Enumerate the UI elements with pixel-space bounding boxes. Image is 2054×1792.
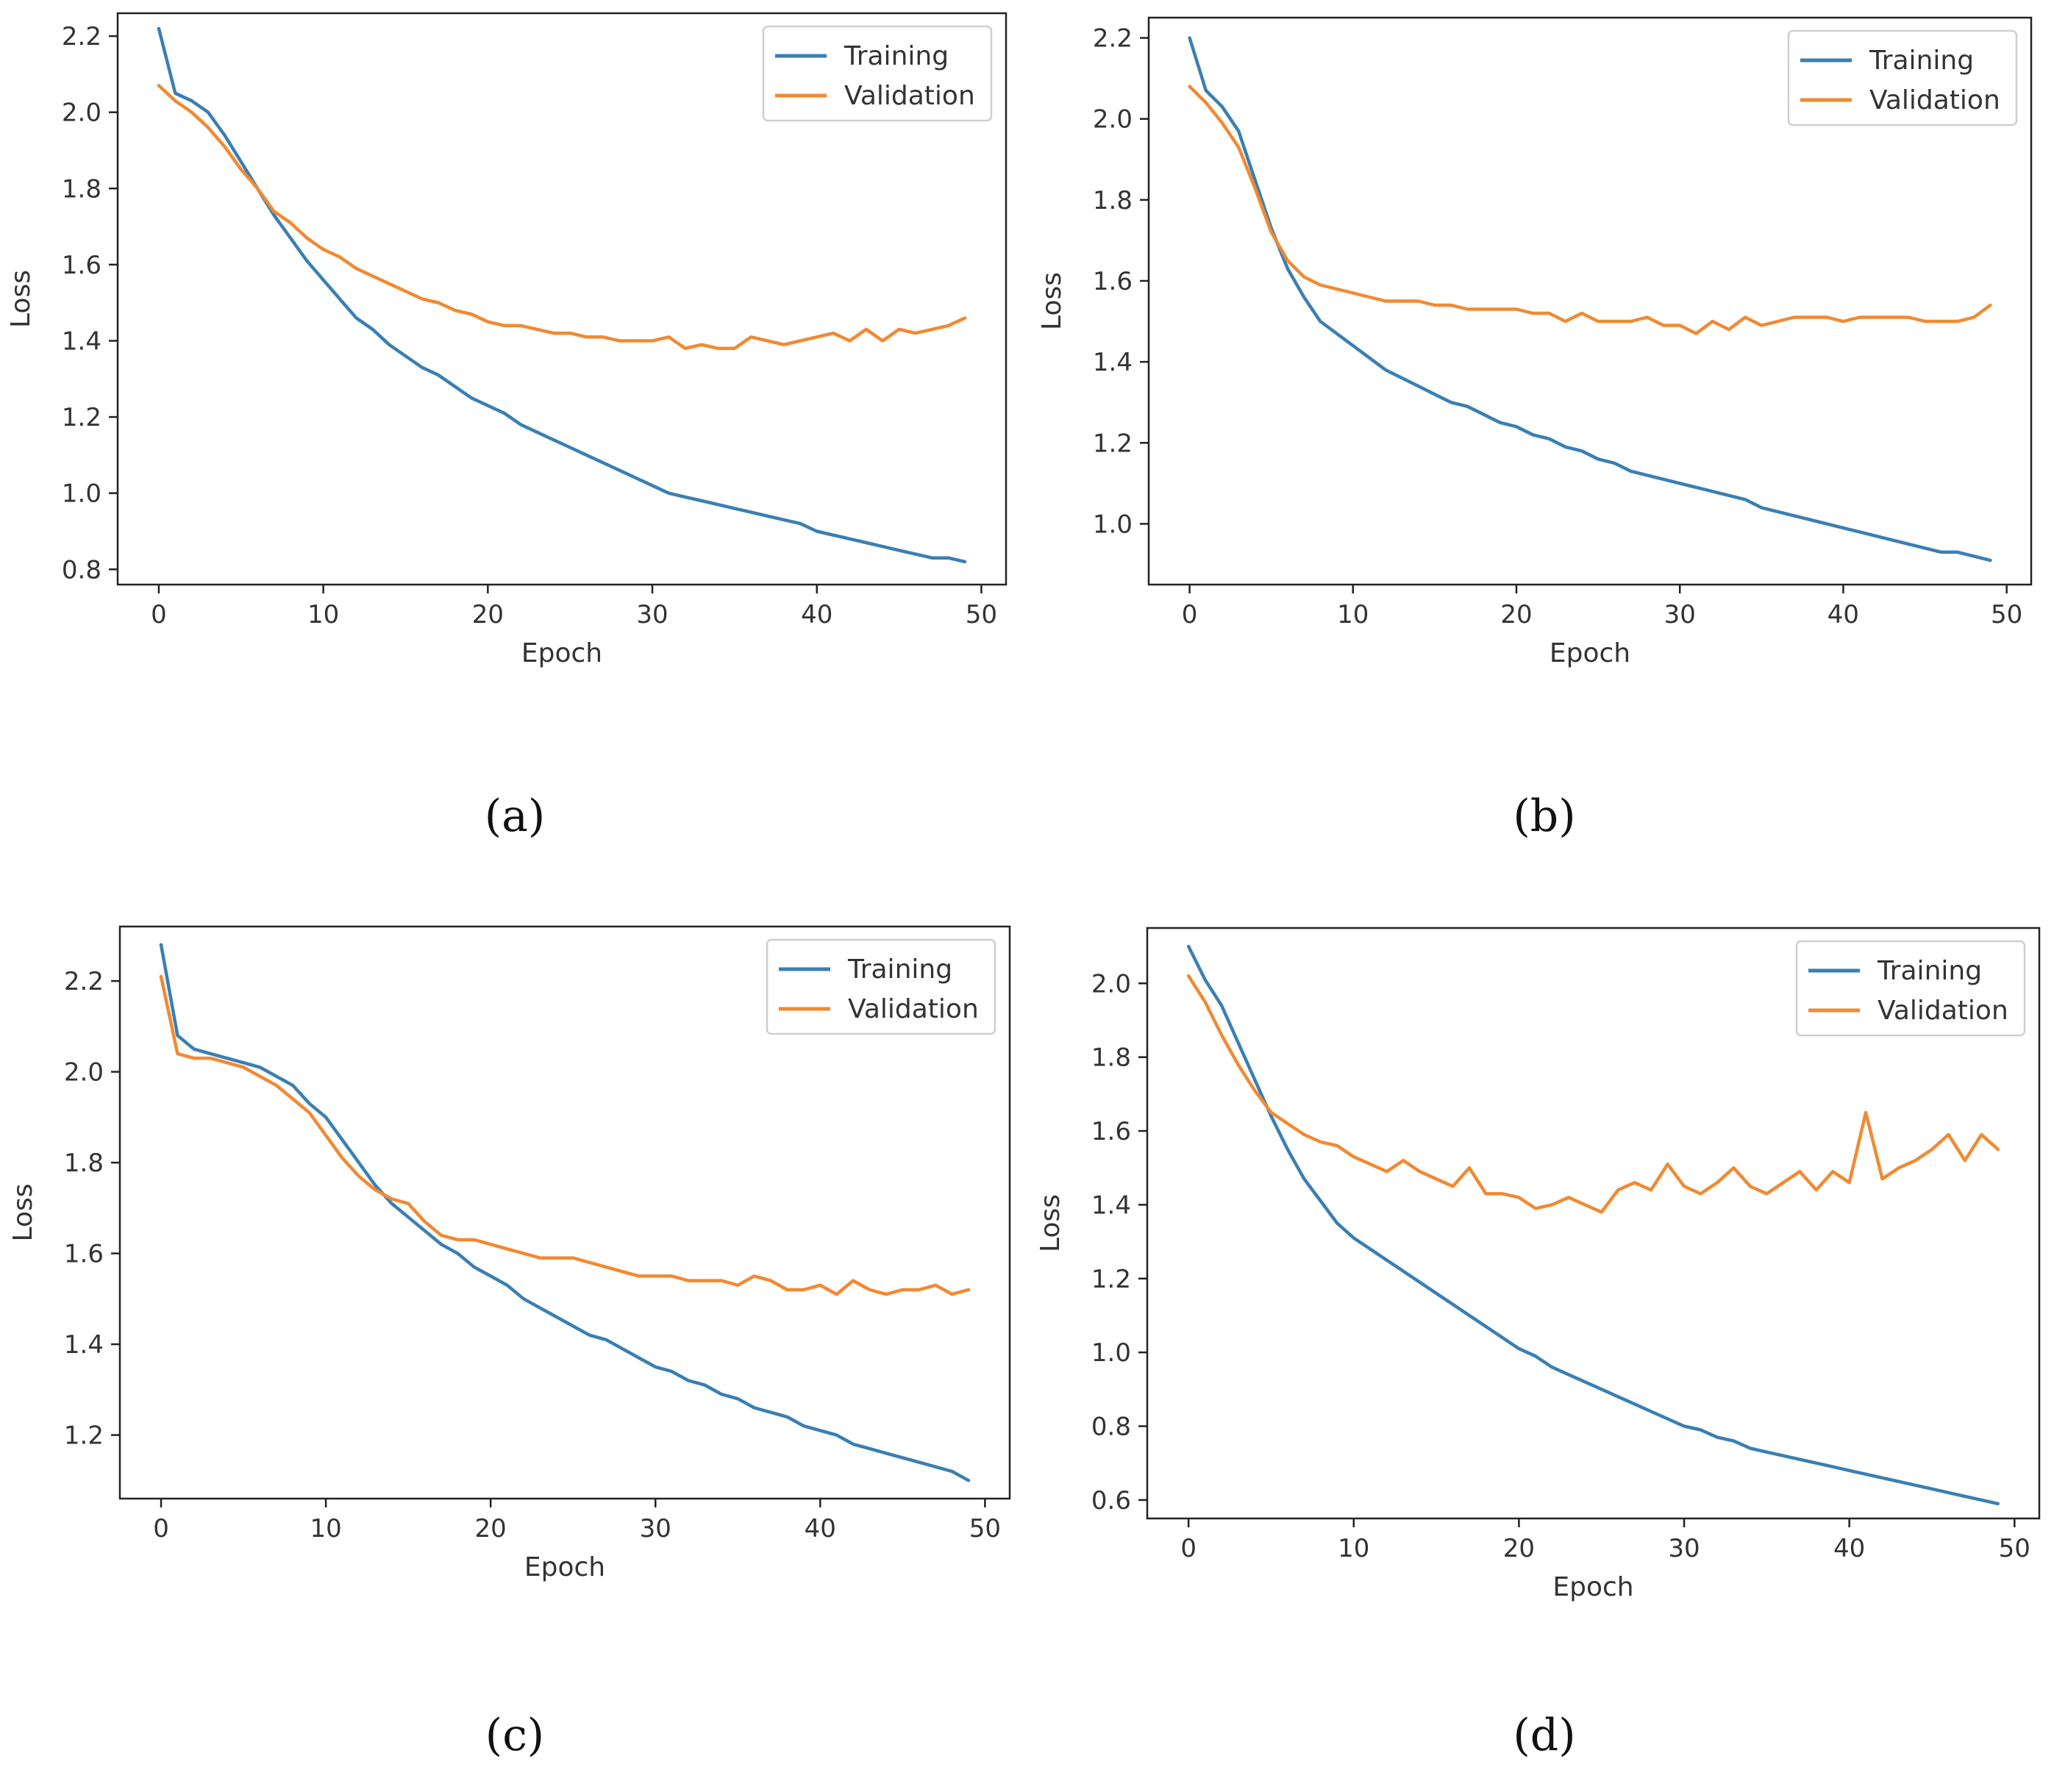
x-tick-label: 20 (472, 600, 504, 629)
x-tick-label: 20 (1503, 1534, 1535, 1563)
y-axis-label: Loss (1035, 1194, 1066, 1252)
y-axis-label: Loss (1037, 272, 1067, 330)
legend-label: Training (1877, 956, 1982, 986)
x-tick-label: 40 (1827, 600, 1859, 629)
x-tick-label: 10 (1338, 1534, 1369, 1563)
x-tick-label: 10 (1337, 600, 1369, 629)
y-tick-label: 1.6 (1091, 1117, 1131, 1146)
y-tick-label: 1.4 (1091, 1190, 1131, 1220)
x-tick-label: 30 (640, 1514, 671, 1543)
x-tick-label: 30 (1668, 1534, 1700, 1563)
x-tick-label: 50 (969, 1514, 1001, 1543)
x-tick-label: 50 (966, 600, 997, 629)
series-line-training (159, 943, 971, 1482)
y-tick-label: 2.0 (1091, 969, 1131, 999)
y-axis-label: Loss (8, 1184, 38, 1242)
series-line-validation (1186, 974, 2000, 1214)
series-line-training (157, 26, 967, 564)
panel-label: (a) (485, 790, 546, 842)
x-axis-label: Epoch (1550, 638, 1630, 668)
chart-panel: 0 10 20 30 40 50 1.0 1.2 1.4 1.6 1.8 2.0 2.2 Epoch Los… (1037, 16, 2033, 842)
x-tick-label: 40 (1833, 1534, 1865, 1563)
y-tick-label: 1.8 (62, 174, 101, 204)
legend: Training Validation (1787, 29, 2018, 126)
chart-panel: 0 10 20 30 40 50 1.2 1.4 1.6 1.8 2.0 2.2 Epoch Loss Tr… (8, 925, 1011, 1761)
axes-frame (1147, 16, 2033, 586)
y-tick-label: 1.8 (1091, 1043, 1131, 1073)
axes-frame (118, 925, 1011, 1500)
legend: Training Validation (762, 25, 993, 122)
y-tick-label: 2.0 (64, 1058, 104, 1088)
y-tick-label: 0.6 (1091, 1486, 1131, 1516)
panel-label: (d) (1513, 1710, 1575, 1761)
x-tick-label: 50 (1999, 1534, 2030, 1563)
x-tick-label: 30 (636, 600, 668, 629)
series-line-validation (159, 974, 971, 1296)
y-tick-label: 1.8 (64, 1149, 104, 1178)
y-tick-label: 1.4 (1093, 348, 1133, 377)
legend-label: Training (844, 41, 949, 71)
x-tick-label: 20 (475, 1514, 507, 1543)
x-tick-label: 40 (801, 600, 832, 629)
y-tick-label: 2.0 (1093, 105, 1133, 135)
x-tick-label: 30 (1664, 600, 1696, 629)
y-tick-label: 1.2 (1093, 429, 1133, 458)
x-tick-label: 0 (153, 1514, 169, 1543)
y-tick-label: 1.2 (64, 1421, 104, 1451)
series-line-validation (157, 84, 967, 351)
y-tick-label: 1.2 (1091, 1265, 1131, 1294)
chart-panel: 0 10 20 30 40 50 0.8 1.0 1.2 1.4 1.6 1.8 2.0 2.2 Epoch… (6, 12, 1008, 842)
y-tick-label: 2.2 (62, 22, 101, 51)
x-tick-label: 50 (1991, 600, 2022, 629)
y-tick-label: 1.0 (62, 479, 101, 509)
y-tick-label: 2.2 (1093, 24, 1133, 54)
series-line-training (1188, 36, 1992, 563)
series-line-training (1186, 944, 2000, 1506)
y-tick-label: 2.0 (62, 99, 101, 128)
legend-label: Validation (1878, 996, 2008, 1026)
x-tick-label: 40 (805, 1514, 836, 1543)
x-axis-label: Epoch (521, 638, 602, 668)
panel-label: (c) (485, 1710, 544, 1761)
y-tick-label: 1.0 (1093, 510, 1133, 539)
y-tick-label: 1.4 (64, 1330, 104, 1360)
x-axis-label: Epoch (524, 1552, 605, 1582)
legend-label: Validation (844, 81, 975, 111)
legend: Training Validation (766, 938, 996, 1035)
y-tick-label: 1.4 (62, 326, 101, 356)
axes-frame (1146, 927, 2041, 1520)
series-line-validation (1188, 85, 1992, 335)
legend: Training Validation (1795, 940, 2026, 1037)
y-tick-label: 2.2 (64, 967, 104, 996)
x-tick-label: 0 (1180, 1534, 1197, 1563)
y-tick-label: 0.8 (62, 555, 101, 585)
x-tick-label: 0 (1182, 600, 1198, 629)
y-tick-label: 1.2 (62, 403, 101, 432)
y-tick-label: 1.6 (64, 1240, 104, 1269)
y-tick-label: 1.6 (1093, 267, 1133, 296)
x-axis-label: Epoch (1552, 1572, 1633, 1602)
axes-frame (116, 12, 1008, 586)
legend-label: Training (1869, 46, 1974, 76)
y-tick-label: 1.6 (62, 251, 101, 280)
legend-label: Training (847, 954, 952, 985)
x-tick-label: 20 (1500, 600, 1532, 629)
x-tick-label: 10 (310, 1514, 341, 1543)
y-axis-label: Loss (6, 270, 36, 328)
panel-label: (b) (1513, 790, 1575, 842)
x-tick-label: 0 (151, 600, 167, 629)
chart-panel: 0 10 20 30 40 50 0.6 0.8 1.0 1.2 1.4 1.6 1.8 2.0 Epoch… (1035, 927, 2041, 1761)
y-tick-label: 0.8 (1091, 1413, 1131, 1442)
y-tick-label: 1.0 (1091, 1338, 1131, 1368)
x-tick-label: 10 (307, 600, 339, 629)
y-tick-label: 1.8 (1093, 186, 1133, 215)
legend-label: Validation (848, 994, 979, 1024)
legend-label: Validation (1869, 85, 2000, 115)
